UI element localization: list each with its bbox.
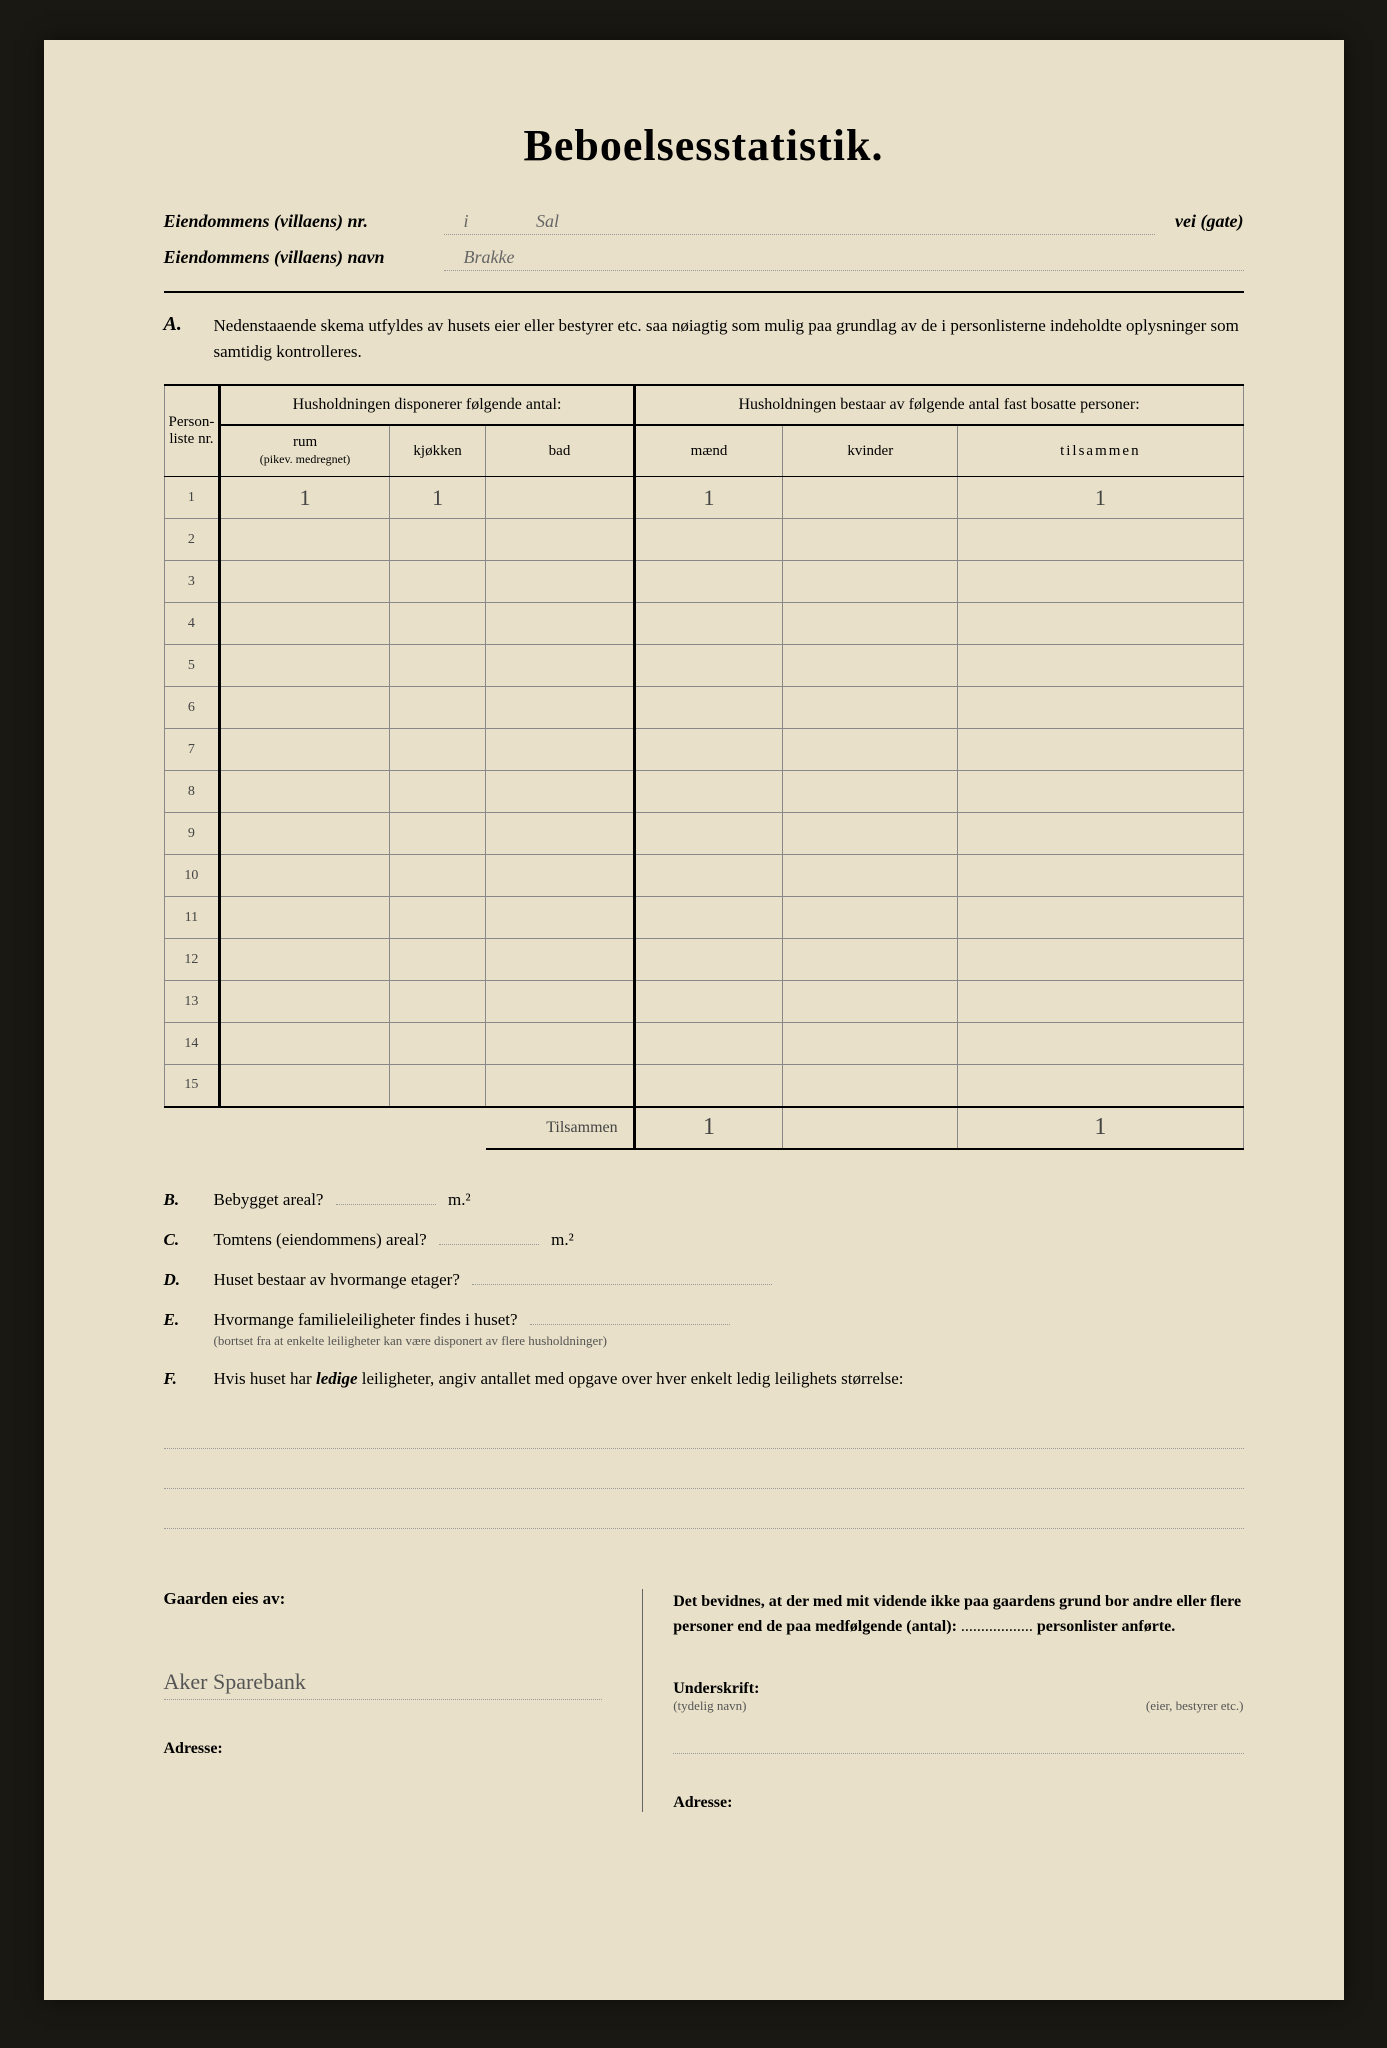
section-a-text: Nedenstaaende skema utfyldes av husets e… xyxy=(214,313,1244,364)
attestation-text: Det bevidnes, at der med mit vidende ikk… xyxy=(673,1589,1243,1640)
section-a-letter: A. xyxy=(164,313,214,336)
footer-left: Gaarden eies av: Aker Sparebank Adresse: xyxy=(164,1589,603,1812)
table-row: 3 xyxy=(164,561,1243,603)
table-row: 14 xyxy=(164,1023,1243,1065)
property-nr-end: vei (gate) xyxy=(1175,211,1243,232)
page-title: Beboelsesstatistik. xyxy=(164,120,1244,171)
group-disponerer: Husholdningen disponerer følgende antal: xyxy=(220,385,634,425)
adresse-right: Adresse: xyxy=(673,1794,1243,1812)
table-row: 11 xyxy=(164,897,1243,939)
signature-label: Underskrift: xyxy=(673,1680,1243,1698)
col-rum: rum (pikev. medregnet) xyxy=(220,425,389,477)
property-name-row: Eiendommens (villaens) navn Brakke xyxy=(164,247,1244,271)
questions-section: B. Bebygget areal? m.² C. Tomtens (eiend… xyxy=(164,1190,1244,1529)
table-row: 1 1 1 1 1 xyxy=(164,477,1243,519)
col-kjokken: kjøkken xyxy=(389,425,486,477)
footer: Gaarden eies av: Aker Sparebank Adresse:… xyxy=(164,1589,1244,1812)
owner-heading: Gaarden eies av: xyxy=(164,1589,603,1609)
group-bosatte: Husholdningen bestaar av følgende antal … xyxy=(634,385,1243,425)
table-row: 5 xyxy=(164,645,1243,687)
table-row: 8 xyxy=(164,771,1243,813)
table-row: 15 xyxy=(164,1065,1243,1107)
question-c: C. Tomtens (eiendommens) areal? m.² xyxy=(164,1230,1244,1250)
table-row: 6 xyxy=(164,687,1243,729)
owner-name: Aker Sparebank xyxy=(164,1669,603,1700)
adresse-left: Adresse: xyxy=(164,1740,603,1758)
col-personliste: Person-liste nr. xyxy=(164,385,220,477)
col-kvinder: kvinder xyxy=(783,425,958,477)
document-page: Beboelsesstatistik. Eiendommens (villaen… xyxy=(44,40,1344,2000)
col-maend: mænd xyxy=(634,425,783,477)
table-row: 4 xyxy=(164,603,1243,645)
footer-right: Det bevidnes, at der med mit vidende ikk… xyxy=(642,1589,1243,1812)
table-row: 12 xyxy=(164,939,1243,981)
property-name-value: Brakke xyxy=(444,247,1244,271)
table-body: 1 1 1 1 1 2 3 4 5 6 7 8 9 10 11 12 13 14… xyxy=(164,477,1243,1149)
question-b: B. Bebygget areal? m.² xyxy=(164,1190,1244,1210)
totals-row: Tilsammen 1 1 xyxy=(164,1107,1243,1149)
question-e: E. Hvormange familieleiligheter findes i… xyxy=(164,1310,1244,1349)
question-d: D. Huset bestaar av hvormange etager? xyxy=(164,1270,1244,1290)
table-row: 7 xyxy=(164,729,1243,771)
signature-line xyxy=(673,1724,1243,1754)
section-a: A. Nedenstaaende skema utfyldes av huset… xyxy=(164,313,1244,364)
main-table: Person-liste nr. Husholdningen disponere… xyxy=(164,384,1244,1150)
table-row: 2 xyxy=(164,519,1243,561)
col-tilsammen: tilsammen xyxy=(958,425,1243,477)
property-nr-value: i Sal xyxy=(444,211,1156,235)
property-nr-label: Eiendommens (villaens) nr. xyxy=(164,211,444,232)
col-bad: bad xyxy=(486,425,634,477)
table-row: 9 xyxy=(164,813,1243,855)
property-number-row: Eiendommens (villaens) nr. i Sal vei (ga… xyxy=(164,211,1244,235)
table-row: 13 xyxy=(164,981,1243,1023)
question-f: F. Hvis huset har ledige leiligheter, an… xyxy=(164,1369,1244,1389)
blank-lines xyxy=(164,1409,1244,1529)
table-row: 10 xyxy=(164,855,1243,897)
property-name-label: Eiendommens (villaens) navn xyxy=(164,247,444,268)
divider xyxy=(164,291,1244,293)
